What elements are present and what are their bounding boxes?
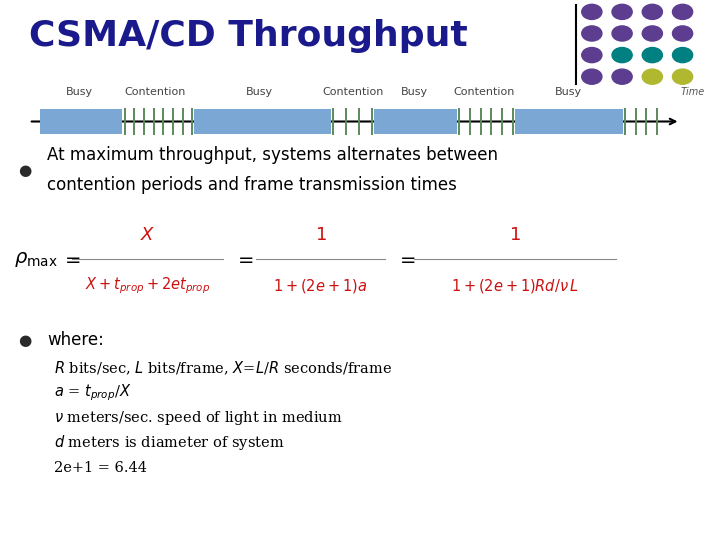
- Text: At maximum throughput, systems alternates between: At maximum throughput, systems alternate…: [47, 146, 498, 164]
- Circle shape: [612, 48, 632, 63]
- Text: $1$: $1$: [509, 226, 521, 244]
- Circle shape: [612, 26, 632, 41]
- Text: CSMA/CD Throughput: CSMA/CD Throughput: [29, 19, 467, 53]
- Circle shape: [612, 4, 632, 19]
- Text: $R$ bits/sec, $L$ bits/frame, $X$=$L$/$R$ seconds/frame: $R$ bits/sec, $L$ bits/frame, $X$=$L$/$R…: [54, 360, 392, 377]
- Text: $\nu$ meters/sec. speed of light in medium: $\nu$ meters/sec. speed of light in medi…: [54, 409, 343, 427]
- Circle shape: [582, 69, 602, 84]
- Text: $=$: $=$: [61, 250, 81, 268]
- Text: $X$: $X$: [140, 226, 156, 244]
- Text: $d$ meters is diameter of system: $d$ meters is diameter of system: [54, 433, 284, 453]
- Text: $1 + (2e+1)a$: $1 + (2e+1)a$: [274, 277, 367, 295]
- Text: Busy: Busy: [401, 86, 428, 97]
- Text: ●: ●: [18, 163, 31, 178]
- Circle shape: [612, 69, 632, 84]
- Text: $a$ = $t_{prop}$/$X$: $a$ = $t_{prop}$/$X$: [54, 383, 131, 403]
- Text: Contention: Contention: [124, 86, 186, 97]
- Circle shape: [642, 4, 662, 19]
- Text: Time: Time: [680, 86, 705, 97]
- Circle shape: [642, 48, 662, 63]
- Text: Busy: Busy: [66, 86, 93, 97]
- Text: Busy: Busy: [555, 86, 582, 97]
- Text: Busy: Busy: [246, 86, 273, 97]
- Bar: [374, 109, 457, 134]
- Text: $1$: $1$: [315, 226, 326, 244]
- Text: 2e+1 = 6.44: 2e+1 = 6.44: [54, 461, 147, 475]
- Text: where:: where:: [47, 331, 104, 349]
- Text: $X + t_{prop} + 2et_{prop}$: $X + t_{prop} + 2et_{prop}$: [85, 276, 210, 296]
- Circle shape: [672, 69, 693, 84]
- Circle shape: [582, 4, 602, 19]
- Text: ●: ●: [18, 333, 31, 348]
- Circle shape: [642, 26, 662, 41]
- Circle shape: [642, 69, 662, 84]
- Text: $\rho_{\mathrm{max}}$: $\rho_{\mathrm{max}}$: [14, 249, 58, 269]
- Bar: [515, 109, 623, 134]
- Circle shape: [582, 26, 602, 41]
- Bar: [40, 109, 122, 134]
- Bar: [194, 109, 331, 134]
- Circle shape: [672, 26, 693, 41]
- Text: contention periods and frame transmission times: contention periods and frame transmissio…: [47, 176, 456, 194]
- Text: $=$: $=$: [234, 250, 254, 268]
- Circle shape: [672, 4, 693, 19]
- Circle shape: [582, 48, 602, 63]
- Text: Contention: Contention: [322, 86, 384, 97]
- Text: $=$: $=$: [396, 250, 416, 268]
- Circle shape: [672, 48, 693, 63]
- Text: Contention: Contention: [453, 86, 515, 97]
- Text: $1 + (2e+1)Rd / \nu\, L$: $1 + (2e+1)Rd / \nu\, L$: [451, 277, 579, 295]
